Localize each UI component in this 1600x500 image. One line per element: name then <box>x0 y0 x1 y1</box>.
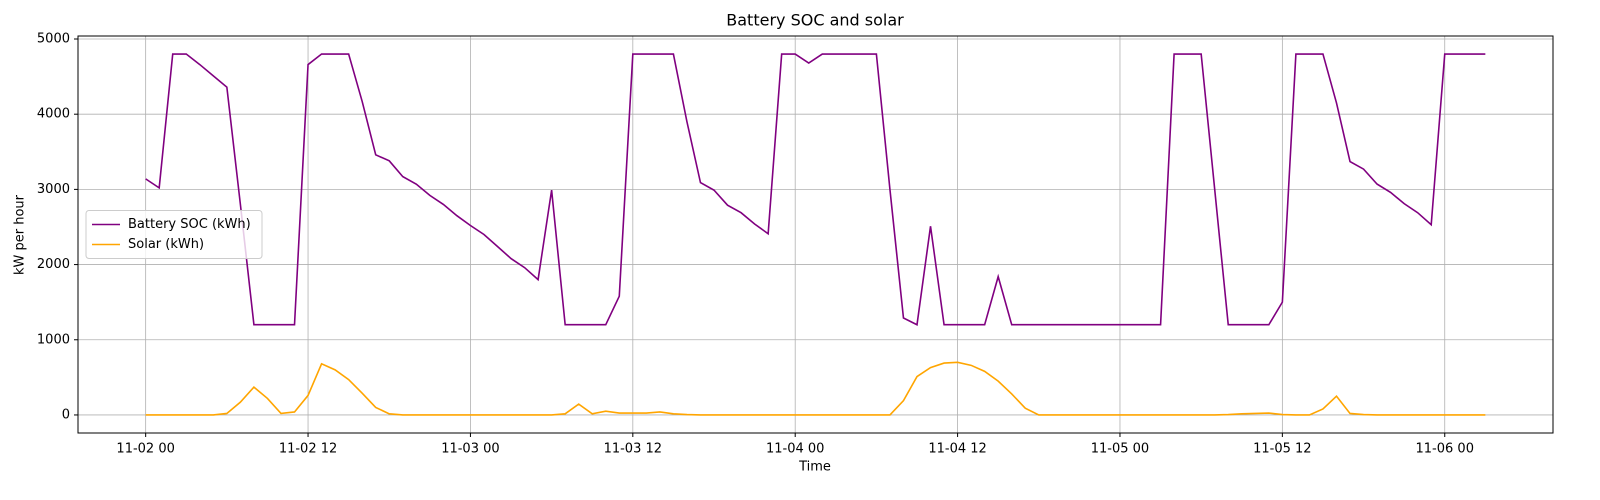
series-line <box>145 361 1486 416</box>
legend-label: Solar (kWh) <box>128 237 204 252</box>
legend-box <box>85 210 263 259</box>
legend-label: Battery SOC (kWh) <box>128 217 251 232</box>
x-axis-label: Time <box>798 460 831 475</box>
y-tick-label: 1000 <box>37 332 70 347</box>
chart-title: Battery SOC and solar <box>726 11 904 30</box>
x-tick-label: 11-03 12 <box>604 442 662 457</box>
legend: Battery SOC (kWh) Solar (kWh) <box>85 210 263 259</box>
x-tick-label: 11-02 00 <box>116 442 174 457</box>
plot-frame <box>77 35 1554 434</box>
x-tick-label: 11-04 00 <box>766 442 824 457</box>
series-line <box>145 53 1486 326</box>
x-tick-label: 11-06 00 <box>1416 442 1474 457</box>
x-tick-label: 11-05 12 <box>1253 442 1311 457</box>
x-tick-label: 11-05 00 <box>1091 442 1149 457</box>
x-tick-label: 11-03 00 <box>441 442 499 457</box>
y-tick-label: 3000 <box>37 182 70 197</box>
x-tick-label: 11-04 12 <box>928 442 986 457</box>
y-axis-label: kW per hour <box>13 194 28 275</box>
y-tick-label: 2000 <box>37 257 70 272</box>
x-tick-label: 11-02 12 <box>279 442 337 457</box>
y-tick-label: 0 <box>62 407 70 422</box>
y-tick-label: 4000 <box>37 107 70 122</box>
y-tick-label: 5000 <box>37 32 70 47</box>
